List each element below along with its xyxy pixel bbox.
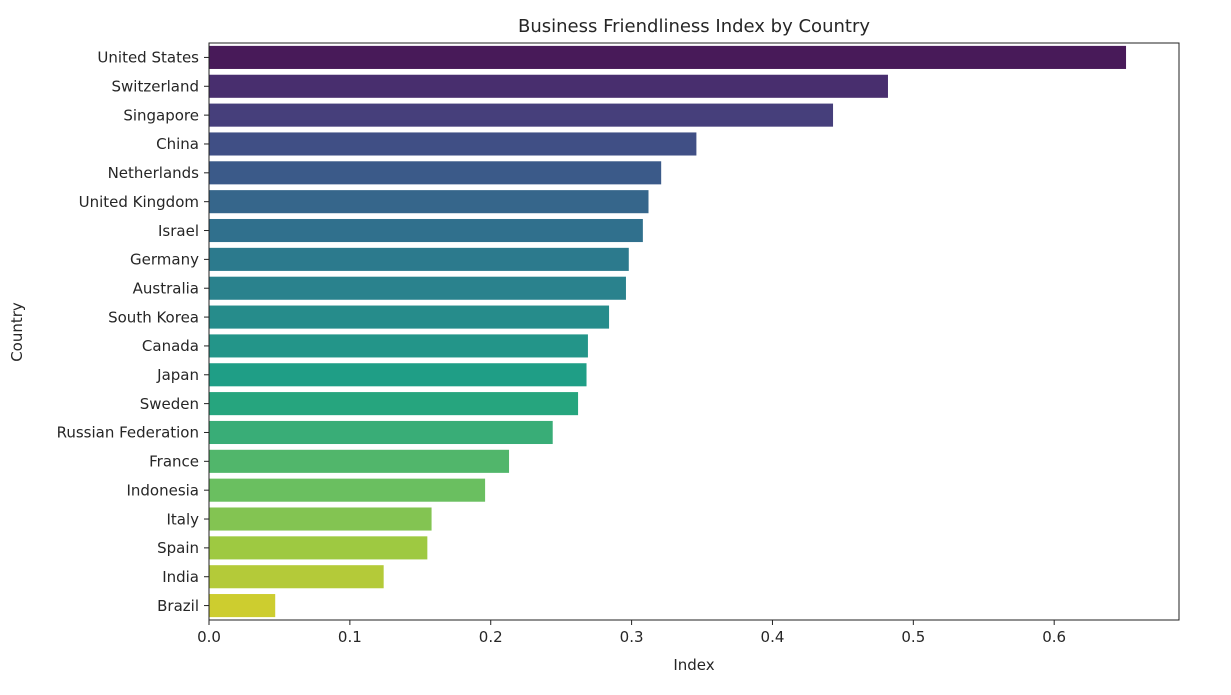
- y-axis-ticks: United States Switzerland Singapore China Ne…: [57, 49, 209, 615]
- y-axis-title: Country: [8, 302, 26, 362]
- y-tick-label: Spain: [157, 539, 199, 557]
- bars-group: [209, 45, 1127, 618]
- bar-india: [209, 565, 384, 589]
- bar-spain: [209, 536, 428, 560]
- x-tick-label: 0.2: [479, 628, 503, 646]
- bar-indonesia: [209, 478, 486, 502]
- x-tick-label: 0.3: [620, 628, 644, 646]
- y-tick-label: Netherlands: [108, 164, 200, 182]
- plot-frame: [208, 42, 1180, 621]
- y-tick-label: Israel: [158, 222, 199, 240]
- x-tick-label: 0.1: [338, 628, 362, 646]
- bar-south-korea: [209, 305, 610, 329]
- bar-russian-federation: [209, 420, 553, 445]
- bar-switzerland: [209, 74, 888, 98]
- y-tick-label: Italy: [166, 510, 199, 528]
- y-tick-label: Switzerland: [112, 78, 200, 96]
- y-tick-label: India: [162, 568, 199, 586]
- y-tick-label: Brazil: [157, 597, 199, 615]
- bar-france: [209, 449, 510, 473]
- bar-sweden: [209, 392, 579, 416]
- x-tick-label: 0.0: [197, 628, 221, 646]
- bar-china: [209, 132, 697, 156]
- bar-australia: [209, 276, 626, 300]
- y-tick-label: United Kingdom: [79, 193, 199, 211]
- x-tick-label: 0.5: [901, 628, 925, 646]
- x-tick-label: 0.6: [1042, 628, 1066, 646]
- chart-title: Business Friendliness Index by Country: [518, 16, 870, 37]
- y-tick-label: France: [149, 453, 199, 471]
- y-tick-label: Sweden: [140, 395, 199, 413]
- y-tick-label: Singapore: [123, 106, 199, 124]
- y-tick-label: United States: [97, 49, 199, 67]
- bar-italy: [209, 507, 432, 531]
- x-axis-ticks: 0.0 0.1 0.2 0.3 0.4 0.5 0.6: [197, 620, 1066, 646]
- bar-united-kingdom: [209, 190, 649, 214]
- y-tick-label: China: [156, 135, 199, 153]
- bar-germany: [209, 247, 629, 271]
- bar-netherlands: [209, 161, 662, 185]
- y-tick-label: South Korea: [108, 308, 199, 326]
- bar-israel: [209, 218, 643, 243]
- x-axis-title: Index: [673, 656, 714, 674]
- y-tick-label: Japan: [156, 366, 199, 384]
- bar-singapore: [209, 103, 834, 127]
- y-tick-label: Indonesia: [126, 481, 199, 499]
- x-tick-label: 0.4: [761, 628, 785, 646]
- bar-canada: [209, 334, 588, 358]
- y-tick-label: Canada: [142, 337, 199, 355]
- y-tick-label: Australia: [133, 279, 199, 297]
- bar-brazil: [209, 594, 276, 618]
- bar-japan: [209, 363, 587, 387]
- y-tick-label: Germany: [130, 251, 199, 269]
- bar-united-states: [209, 45, 1127, 69]
- y-tick-label: Russian Federation: [57, 424, 199, 442]
